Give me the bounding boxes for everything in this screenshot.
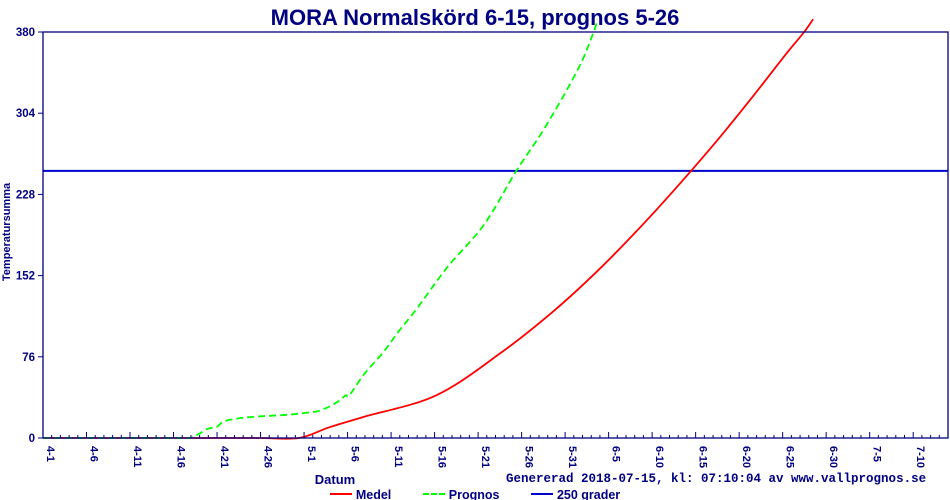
svg-text:4-16: 4-16 — [175, 446, 187, 468]
svg-text:4-26: 4-26 — [262, 446, 274, 468]
svg-text:6-10: 6-10 — [653, 446, 665, 468]
svg-text:7-10: 7-10 — [914, 446, 926, 468]
svg-text:380: 380 — [16, 27, 35, 39]
svg-text:5-1: 5-1 — [305, 446, 317, 462]
svg-text:5-31: 5-31 — [566, 446, 578, 468]
svg-text:228: 228 — [16, 189, 36, 201]
svg-text:6-20: 6-20 — [740, 446, 752, 468]
svg-text:5-11: 5-11 — [392, 446, 404, 467]
svg-text:Temperatursumma: Temperatursumma — [1, 182, 13, 281]
svg-text:76: 76 — [22, 352, 35, 364]
svg-text:5-6: 5-6 — [349, 446, 361, 462]
svg-text:4-6: 4-6 — [88, 446, 100, 462]
svg-text:7-5: 7-5 — [871, 446, 883, 462]
svg-text:4-1: 4-1 — [44, 446, 56, 462]
svg-text:4-11: 4-11 — [131, 446, 143, 467]
svg-text:5-16: 5-16 — [436, 446, 448, 468]
svg-text:6-25: 6-25 — [784, 446, 796, 468]
svg-text:6-30: 6-30 — [827, 446, 839, 468]
svg-text:4-21: 4-21 — [218, 446, 230, 468]
svg-text:304: 304 — [16, 108, 36, 120]
svg-text:0: 0 — [29, 433, 35, 445]
svg-text:5-21: 5-21 — [479, 446, 491, 468]
svg-text:5-26: 5-26 — [523, 446, 535, 468]
svg-text:6-5: 6-5 — [610, 446, 622, 462]
svg-text:6-15: 6-15 — [697, 446, 709, 468]
svg-text:152: 152 — [16, 271, 35, 283]
